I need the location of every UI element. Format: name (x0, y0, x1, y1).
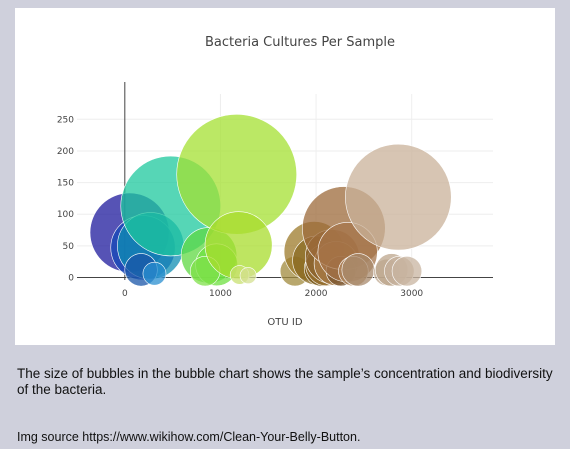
x-tick-label: 3000 (400, 289, 423, 299)
y-tick-label: 50 (63, 242, 75, 252)
bubbles (89, 114, 452, 287)
data-bubble[interactable] (345, 143, 452, 251)
x-tick-label: 1000 (209, 289, 232, 299)
image-source-note: Img source https://www.wikihow.com/Clean… (17, 430, 361, 444)
x-tick-label: 2000 (305, 289, 328, 299)
data-bubble[interactable] (391, 255, 423, 287)
bubble-chart-card: 0 50 100 150 200 250 0 1000 2000 3000 Bacteria Cu… (15, 8, 555, 345)
x-tick-label: 0 (122, 289, 128, 299)
y-tick-label: 250 (57, 115, 74, 125)
data-bubble[interactable] (341, 253, 375, 287)
bubble-chart: 0 50 100 150 200 250 0 1000 2000 3000 Bacteria Cu… (57, 35, 493, 328)
tick-labels: 0 50 100 150 200 250 0 1000 2000 3000 (57, 115, 424, 299)
chart-caption: The size of bubbles in the bubble chart … (17, 366, 553, 397)
x-axis-title: OTU ID (267, 317, 302, 328)
y-tick-label: 0 (68, 273, 74, 283)
y-tick-label: 100 (57, 210, 74, 220)
data-bubble[interactable] (239, 267, 257, 285)
data-bubble[interactable] (142, 261, 167, 286)
chart-title: Bacteria Cultures Per Sample (205, 35, 395, 50)
y-tick-label: 200 (57, 147, 74, 157)
y-tick-label: 150 (57, 179, 74, 189)
